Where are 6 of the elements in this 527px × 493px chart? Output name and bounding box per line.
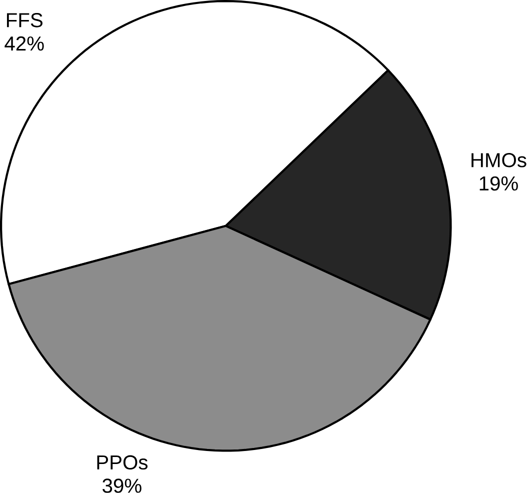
data-label: 39% — [102, 478, 142, 493]
slice-label: HMOs — [472, 153, 526, 168]
data-label: 42% — [4, 36, 44, 51]
slice-label: PPOs — [97, 455, 148, 470]
data-label: 19% — [480, 176, 518, 191]
slice-label: FFS — [6, 13, 42, 28]
